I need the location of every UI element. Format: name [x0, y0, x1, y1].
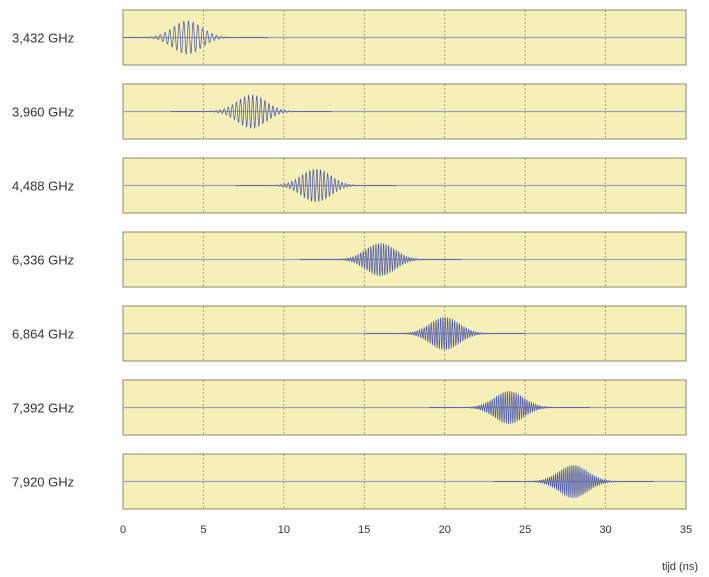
x-tick-label: 5: [200, 524, 206, 536]
series-label-4: 6,864 GHz: [12, 327, 74, 342]
x-tick-label: 35: [680, 524, 692, 536]
pulse-4: [364, 317, 526, 350]
pulse-6: [492, 465, 654, 498]
series-label-0: 3,432 GHz: [12, 31, 74, 46]
series-label-1: 3,960 GHz: [12, 105, 74, 120]
x-axis-label: tijd (ns): [662, 561, 698, 573]
x-tick-label: 0: [120, 524, 126, 536]
x-tick-label: 30: [599, 524, 611, 536]
pulse-0: [123, 20, 268, 55]
pulse-1: [171, 94, 333, 129]
x-tick-label: 10: [278, 524, 290, 536]
series-label-6: 7,920 GHz: [12, 475, 74, 490]
series-label-2: 4,488 GHz: [12, 179, 74, 194]
x-tick-label: 25: [519, 524, 531, 536]
pulse-5: [428, 390, 590, 425]
series-label-5: 7,392 GHz: [12, 401, 74, 416]
x-tick-label: 20: [439, 524, 451, 536]
series-label-3: 6,336 GHz: [12, 253, 74, 268]
pulse-3: [299, 242, 461, 277]
pulse-2: [235, 168, 397, 203]
x-tick-label: 15: [358, 524, 370, 536]
